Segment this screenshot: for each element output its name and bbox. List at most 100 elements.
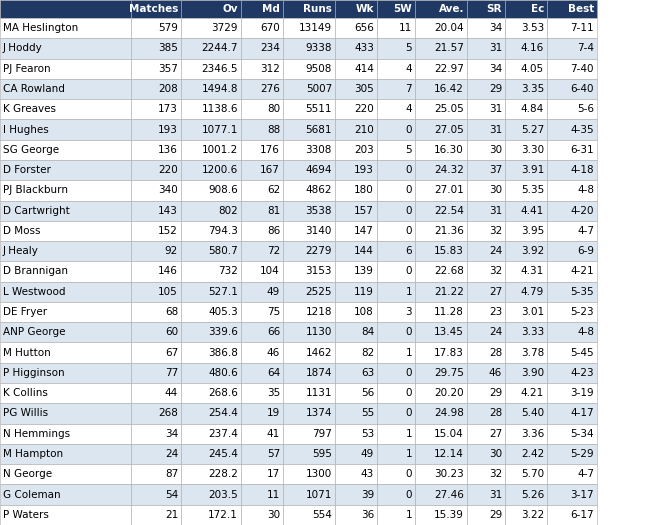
Bar [505, 18, 547, 38]
Text: 7-11: 7-11 [570, 23, 594, 33]
Bar [283, 201, 335, 221]
Text: 27: 27 [489, 429, 502, 439]
Bar [467, 424, 505, 444]
Bar [547, 322, 597, 342]
Bar [505, 119, 547, 140]
Text: 4.21: 4.21 [521, 388, 544, 398]
Bar [283, 221, 335, 241]
Text: 480.6: 480.6 [208, 368, 238, 378]
Bar [241, 403, 283, 424]
Bar [377, 322, 415, 342]
Text: 2525: 2525 [305, 287, 332, 297]
Text: 5-29: 5-29 [570, 449, 594, 459]
Bar [377, 403, 415, 424]
Bar [505, 424, 547, 444]
Text: 15.04: 15.04 [434, 429, 464, 439]
Text: 35: 35 [267, 388, 280, 398]
Bar [181, 322, 241, 342]
Bar [283, 38, 335, 59]
Text: PJ Fearon: PJ Fearon [3, 64, 51, 74]
Text: 4-7: 4-7 [577, 226, 594, 236]
Bar [131, 160, 181, 180]
Bar [547, 201, 597, 221]
Text: 193: 193 [354, 165, 374, 175]
Text: 7-40: 7-40 [570, 64, 594, 74]
Text: 13.45: 13.45 [434, 328, 464, 338]
Bar [131, 485, 181, 505]
Bar [181, 261, 241, 281]
Bar [505, 403, 547, 424]
Bar [415, 79, 467, 99]
Bar [0, 403, 131, 424]
Bar [415, 342, 467, 363]
Bar [547, 261, 597, 281]
Bar [547, 119, 597, 140]
Text: 245.4: 245.4 [208, 449, 238, 459]
Bar [241, 221, 283, 241]
Bar [505, 99, 547, 119]
Text: 908.6: 908.6 [208, 185, 238, 195]
Text: K Greaves: K Greaves [3, 104, 56, 114]
Bar [241, 160, 283, 180]
Text: 1300: 1300 [306, 469, 332, 479]
Bar [335, 180, 377, 201]
Bar [181, 119, 241, 140]
Text: 11.28: 11.28 [434, 307, 464, 317]
Text: Best: Best [568, 4, 594, 14]
Bar [415, 180, 467, 201]
Bar [181, 281, 241, 302]
Bar [377, 485, 415, 505]
Bar [181, 160, 241, 180]
Text: 66: 66 [267, 328, 280, 338]
Bar [241, 485, 283, 505]
Bar [131, 79, 181, 99]
Bar [467, 485, 505, 505]
Text: 2346.5: 2346.5 [202, 64, 238, 74]
Bar [283, 140, 335, 160]
Bar [467, 180, 505, 201]
Bar [547, 302, 597, 322]
Text: 3.90: 3.90 [521, 368, 544, 378]
Bar [415, 424, 467, 444]
Bar [131, 180, 181, 201]
Text: 24.32: 24.32 [434, 165, 464, 175]
Bar [505, 201, 547, 221]
Text: 55: 55 [361, 408, 374, 418]
Text: 6-31: 6-31 [570, 145, 594, 155]
Bar [241, 281, 283, 302]
Bar [131, 342, 181, 363]
Text: 21: 21 [165, 510, 178, 520]
Text: 30: 30 [489, 449, 502, 459]
Text: PG Willis: PG Willis [3, 408, 48, 418]
Text: 3308: 3308 [305, 145, 332, 155]
Bar [335, 444, 377, 464]
Bar [131, 18, 181, 38]
Bar [505, 322, 547, 342]
Bar [283, 363, 335, 383]
Bar [0, 444, 131, 464]
Text: 172.1: 172.1 [208, 510, 238, 520]
Text: DE Fryer: DE Fryer [3, 307, 47, 317]
Bar [415, 160, 467, 180]
Text: 27: 27 [489, 287, 502, 297]
Text: 139: 139 [354, 267, 374, 277]
Text: 802: 802 [218, 206, 238, 216]
Text: MA Heslington: MA Heslington [3, 23, 78, 33]
Text: 143: 143 [158, 206, 178, 216]
Text: 67: 67 [165, 348, 178, 358]
Text: 157: 157 [354, 206, 374, 216]
Text: 30: 30 [489, 185, 502, 195]
Bar [283, 281, 335, 302]
Bar [415, 221, 467, 241]
Bar [377, 119, 415, 140]
Bar [467, 281, 505, 302]
Bar [181, 302, 241, 322]
Text: 34: 34 [489, 23, 502, 33]
Text: 54: 54 [165, 490, 178, 500]
Bar [131, 424, 181, 444]
Text: 3-19: 3-19 [570, 388, 594, 398]
Text: 1001.2: 1001.2 [202, 145, 238, 155]
Bar [335, 59, 377, 79]
Bar [415, 140, 467, 160]
Bar [131, 363, 181, 383]
